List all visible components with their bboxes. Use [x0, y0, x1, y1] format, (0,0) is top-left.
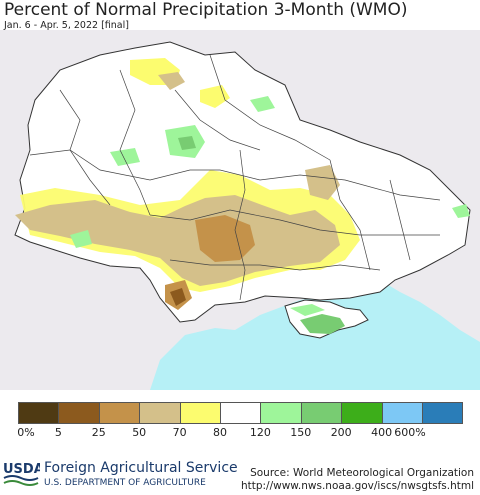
legend-swatch: [422, 402, 464, 424]
map-subtitle: Jan. 6 - Apr. 5, 2022 [final]: [4, 20, 129, 31]
legend-swatch: [18, 402, 60, 424]
legend-label: 0%: [17, 426, 35, 439]
legend-label: 80: [213, 426, 227, 439]
crimea-green: [300, 314, 345, 334]
green-west: [70, 230, 92, 248]
dark-brown-coast: [170, 288, 186, 306]
green-far-east: [452, 204, 470, 218]
department-name: U.S. DEPARTMENT OF AGRICULTURE: [44, 478, 206, 488]
map-title: Percent of Normal Precipitation 3-Month …: [4, 0, 408, 20]
legend-label: 5: [54, 426, 62, 439]
tan-north-1: [158, 72, 185, 90]
legend-label: 200: [330, 426, 352, 439]
legend-label: 600%: [394, 426, 426, 439]
crimea-light-green: [290, 304, 325, 316]
legend-swatch: [179, 402, 221, 424]
legend-swatch: [381, 402, 423, 424]
precipitation-map: [0, 30, 480, 390]
source-credit: Source: World Meteorological Organizatio…: [241, 467, 474, 493]
source-line-1: Source: World Meteorological Organizatio…: [250, 467, 474, 479]
green-northwest: [110, 148, 140, 166]
tan-east: [305, 165, 340, 200]
legend-swatch: [260, 402, 302, 424]
green-north-east: [250, 96, 275, 112]
source-line-2: http://www.nws.noaa.gov/iscs/nwsgtsfs.ht…: [240, 480, 474, 492]
legend-swatch: [58, 402, 100, 424]
tan-region-south: [15, 195, 340, 286]
legend-swatch: [220, 402, 262, 424]
green-north-central-dark: [178, 136, 196, 150]
color-legend: 0% 5 25 50 70 80 120 150 200 400 600%: [0, 402, 480, 442]
oblast-boundaries: [29, 54, 441, 301]
legend-swatch: [341, 402, 383, 424]
legend-label: 70: [172, 426, 187, 439]
yellow-north-2: [200, 85, 230, 108]
svg-text:USDA: USDA: [3, 462, 40, 477]
legend-label: 400: [371, 426, 393, 439]
legend-label: 150: [290, 426, 312, 439]
legend-label: 50: [132, 426, 147, 439]
legend-swatch: [139, 402, 181, 424]
legend-label: 120: [249, 426, 271, 439]
legend-swatch: [98, 402, 141, 424]
legend-label: 25: [91, 426, 106, 439]
legend-swatch: [300, 402, 343, 424]
agency-name: Foreign Agricultural Service: [44, 460, 238, 476]
usda-logo: USDA: [3, 462, 40, 486]
footer: USDA Foreign Agricultural Service U.S. D…: [0, 455, 480, 495]
